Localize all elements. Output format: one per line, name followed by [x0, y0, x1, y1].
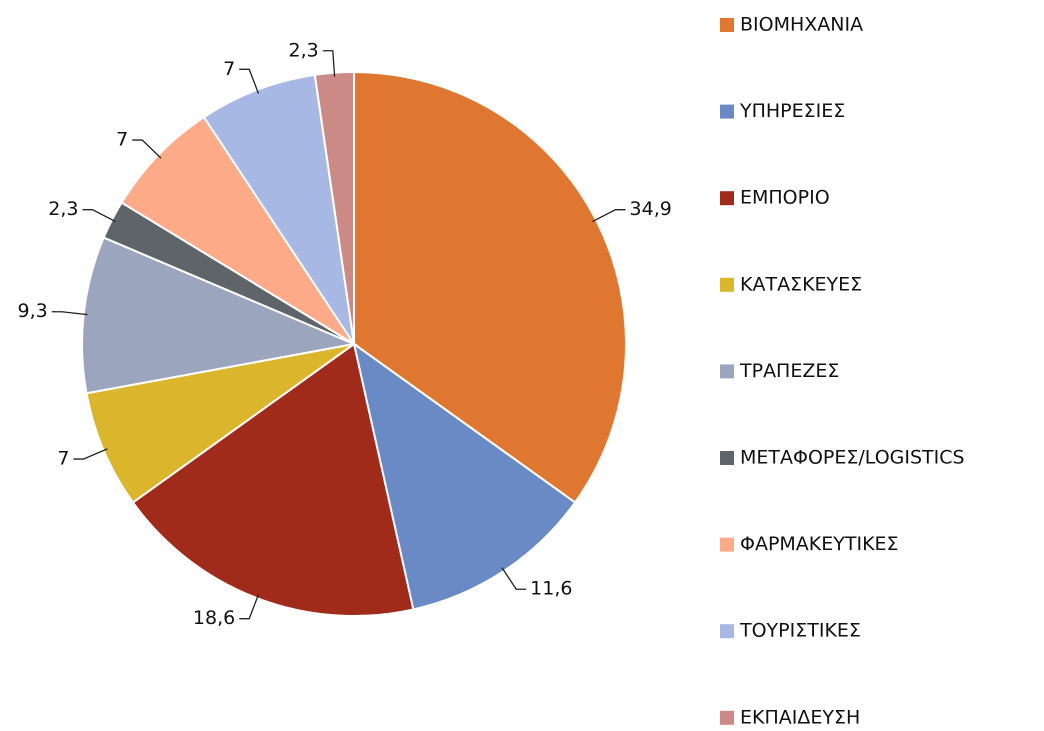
legend-swatch — [720, 104, 734, 119]
legend-swatch — [720, 624, 734, 639]
legend-swatch — [720, 710, 734, 725]
legend-swatch — [720, 191, 734, 206]
leader-line — [592, 209, 626, 223]
legend-label: ΜΕΤΑΦΟΡΕΣ/LOGISTICS — [740, 447, 965, 469]
legend-label: ΤΡΑΠΕΖΕΣ — [739, 360, 839, 382]
data-label: 11,6 — [530, 578, 572, 600]
data-label: 7 — [57, 448, 69, 470]
legend-label: ΕΜΠΟΡΙΟ — [740, 187, 830, 209]
legend-label: ΦΑΡΜΑΚΕΥΤΙΚΕΣ — [740, 533, 899, 555]
legend-swatch — [720, 277, 734, 292]
leader-line — [51, 311, 88, 316]
legend-swatch — [720, 537, 734, 552]
leader-line — [239, 594, 260, 620]
legend-label: ΚΑΤΑΣΚΕΥΕΣ — [740, 273, 862, 295]
legend-label: ΥΠΗΡΕΣΙΕΣ — [739, 100, 845, 122]
data-label: 9,3 — [18, 300, 48, 322]
leader-line — [132, 139, 162, 159]
leader-line — [73, 448, 108, 460]
data-label: 18,6 — [193, 607, 235, 629]
legend-swatch — [720, 364, 734, 379]
leader-line — [239, 68, 260, 94]
leader-line — [82, 209, 116, 223]
data-label: 7 — [116, 129, 128, 151]
legend-swatch — [720, 451, 734, 465]
data-label: 34,9 — [630, 198, 672, 220]
legend-label: ΒΙΟΜΗΧΑΝΙΑ — [740, 14, 863, 36]
leader-line — [501, 567, 527, 590]
data-label: 7 — [223, 58, 235, 80]
legend-label: ΤΟΥΡΙΣΤΙΚΕΣ — [739, 620, 861, 642]
legend-label: ΕΚΠΑΙΔΕΥΣΗ — [740, 706, 860, 728]
data-label: 2,3 — [289, 39, 319, 61]
legend-swatch — [720, 18, 734, 32]
data-label: 2,3 — [48, 198, 78, 220]
leader-line — [322, 50, 336, 77]
